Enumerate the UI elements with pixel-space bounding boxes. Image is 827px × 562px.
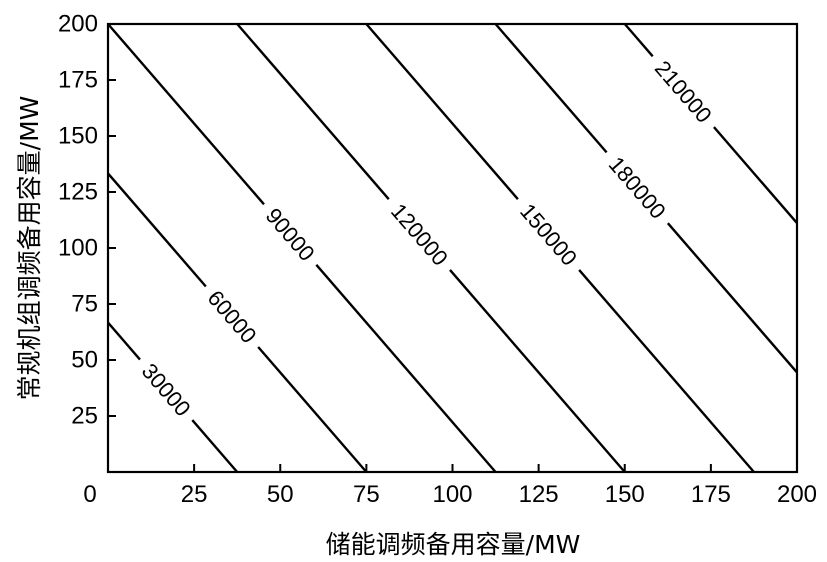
y-tick-label: 100 bbox=[58, 235, 98, 262]
contour-line-150000 bbox=[365, 23, 519, 200]
y-tick-label: 175 bbox=[58, 67, 98, 94]
contour-line-60000 bbox=[107, 172, 207, 288]
y-tick-label: 200 bbox=[58, 11, 98, 38]
contour-label-150000: 150000 bbox=[515, 199, 582, 271]
x-tick-label: 150 bbox=[605, 481, 645, 508]
contour-line-180000 bbox=[666, 222, 798, 374]
x-tick-label: 100 bbox=[432, 481, 472, 508]
x-axis-title: 储能调频备用容量/MW bbox=[326, 530, 581, 559]
y-tick-label: 125 bbox=[58, 179, 98, 206]
contour-line-60000 bbox=[257, 346, 368, 473]
contour-line-90000 bbox=[315, 264, 497, 473]
y-axis: 25 50 75 100 125 150 175 200 bbox=[58, 11, 116, 430]
contour-line-210000 bbox=[713, 126, 798, 224]
contour-label-210000: 210000 bbox=[650, 56, 717, 128]
y-tick-label: 25 bbox=[71, 403, 98, 430]
contour-label-180000: 180000 bbox=[604, 152, 671, 224]
y-tick-label: 150 bbox=[58, 123, 98, 150]
contour-lines bbox=[107, 23, 798, 473]
contour-line-120000 bbox=[449, 269, 626, 473]
contour-line-120000 bbox=[236, 23, 390, 200]
contour-line-30000 bbox=[107, 321, 141, 361]
contour-label-60000: 60000 bbox=[203, 285, 262, 348]
contour-label-30000: 30000 bbox=[137, 359, 196, 422]
contour-label-90000: 90000 bbox=[261, 203, 320, 266]
contour-line-180000 bbox=[494, 23, 608, 154]
x-tick-label: 0 bbox=[83, 481, 96, 508]
contour-line-30000 bbox=[191, 419, 239, 473]
x-tick-label: 50 bbox=[267, 481, 294, 508]
x-tick-label: 125 bbox=[519, 481, 559, 508]
y-axis-title: 常规机组调频备用容量/MW bbox=[15, 96, 44, 401]
x-axis: 0 25 50 75 100 125 150 175 200 bbox=[83, 464, 817, 508]
x-tick-label: 25 bbox=[181, 481, 208, 508]
contour-line-210000 bbox=[623, 23, 654, 58]
contour-line-90000 bbox=[107, 23, 265, 206]
x-tick-label: 75 bbox=[353, 481, 380, 508]
x-tick-label: 175 bbox=[691, 481, 731, 508]
y-tick-label: 75 bbox=[71, 291, 98, 318]
contour-label-120000: 120000 bbox=[386, 199, 453, 271]
x-tick-label: 200 bbox=[777, 481, 817, 508]
contour-line-150000 bbox=[578, 269, 755, 473]
y-tick-label: 50 bbox=[71, 347, 98, 374]
